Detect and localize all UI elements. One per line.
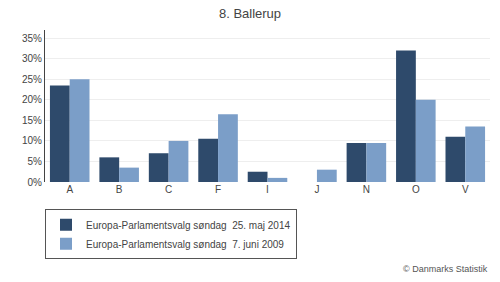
svg-text:30%: 30% (22, 53, 42, 64)
svg-text:J: J (314, 184, 319, 195)
svg-text:V: V (462, 184, 469, 195)
svg-text:35%: 35% (22, 33, 42, 44)
svg-text:8. Ballerup: 8. Ballerup (219, 6, 281, 21)
svg-text:C: C (165, 184, 172, 195)
svg-text:5%: 5% (28, 156, 43, 167)
svg-text:25%: 25% (22, 74, 42, 85)
svg-text:20%: 20% (22, 94, 42, 105)
svg-text:Europa-Parlamentsvalg søndag: Europa-Parlamentsvalg søndag 7. juni 200… (86, 239, 284, 250)
svg-text:© Danmarks Statistik: © Danmarks Statistik (403, 264, 488, 274)
svg-text:O: O (412, 184, 420, 195)
svg-text:15%: 15% (22, 115, 42, 126)
svg-text:10%: 10% (22, 135, 42, 146)
svg-text:F: F (215, 184, 221, 195)
svg-text:I: I (266, 184, 269, 195)
svg-text:0%: 0% (28, 177, 43, 188)
svg-text:A: A (66, 184, 73, 195)
svg-text:Europa-Parlamentsvalg søndag: Europa-Parlamentsvalg søndag 25. maj 201… (86, 220, 290, 231)
svg-text:B: B (116, 184, 123, 195)
svg-text:N: N (363, 184, 370, 195)
